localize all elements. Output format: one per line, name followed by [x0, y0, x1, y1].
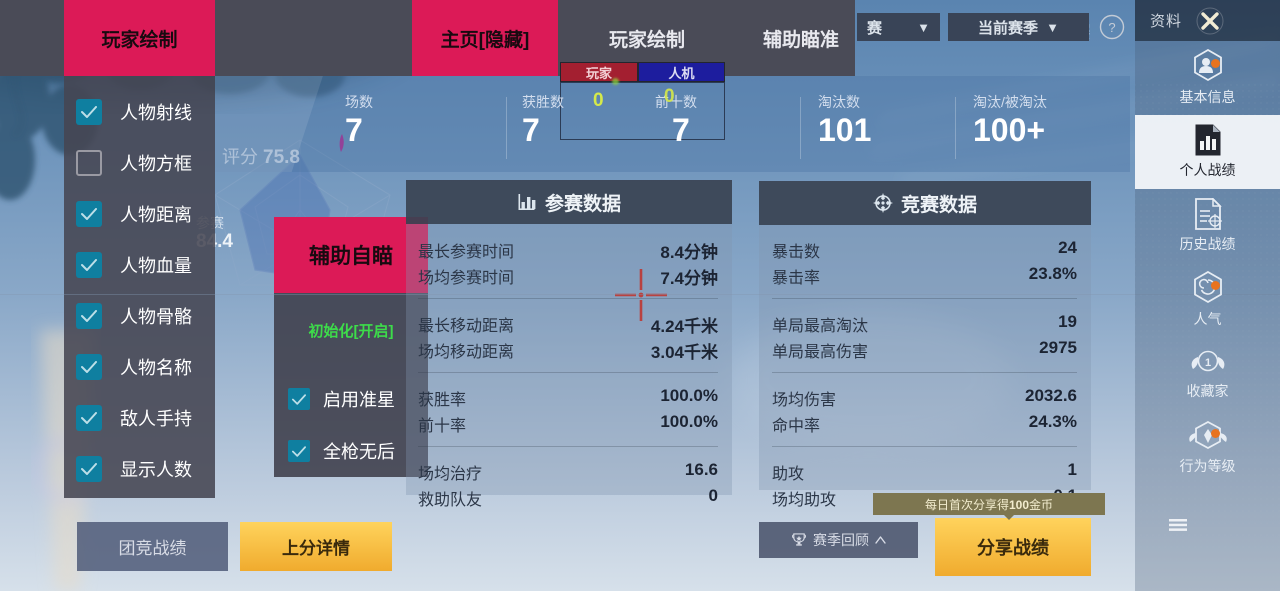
svg-text:?: ? — [1108, 20, 1115, 35]
svg-text:1: 1 — [1204, 357, 1210, 369]
